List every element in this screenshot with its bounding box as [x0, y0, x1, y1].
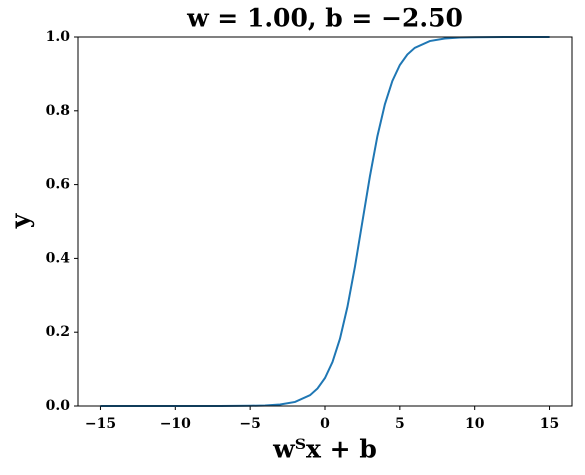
chart-title: w = 1.00, b = −2.50	[186, 4, 463, 33]
y-axis-label: y	[6, 212, 35, 229]
x-tick-label: −10	[160, 416, 191, 432]
y-tick-label: 0.2	[46, 324, 70, 340]
line	[100, 36, 550, 407]
x-tick-label: −15	[85, 416, 116, 432]
y-tick-label: 0.6	[46, 177, 70, 193]
x-tick-label: 10	[465, 416, 485, 432]
x-axis-label: wᵀx + b	[272, 435, 377, 464]
x-tick-label: 15	[540, 416, 559, 432]
plot-frame	[77, 36, 573, 407]
x-tick-label: −5	[239, 416, 260, 432]
x-tick-label: 5	[395, 416, 405, 432]
y-tick-label: 0.8	[46, 103, 70, 119]
y-tick-label: 0.0	[46, 398, 71, 414]
x-tick-label: 0	[320, 416, 330, 432]
y-tick-label: 1.0	[46, 29, 71, 45]
y-tick-label: 0.4	[46, 250, 71, 266]
